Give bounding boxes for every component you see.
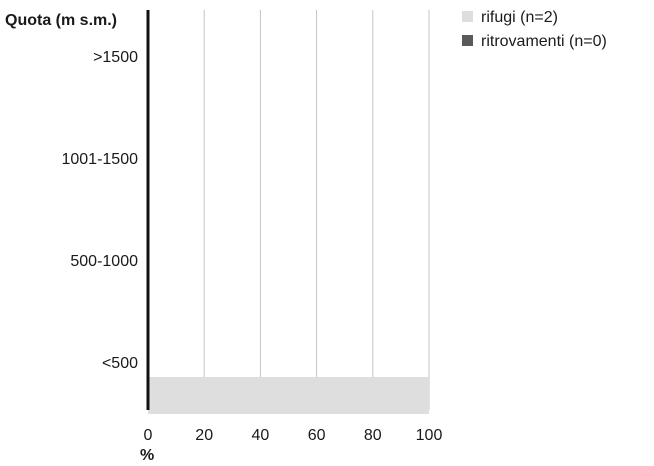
x-tick-labels: 0 20 40 60 80 100: [144, 427, 443, 444]
bar: [148, 377, 429, 414]
x-axis-title: %: [140, 447, 154, 464]
x-tick-label: 60: [308, 427, 326, 444]
legend-label: rifugi (n=2): [481, 9, 558, 26]
grid: [203, 10, 430, 410]
x-tick-label: 0: [144, 427, 153, 444]
x-tick-label: 40: [252, 427, 270, 444]
x-tick-label: 20: [195, 427, 213, 444]
bars: [148, 377, 429, 414]
legend-label: ritrovamenti (n=0): [481, 33, 607, 50]
legend-swatch: [462, 11, 473, 22]
legend: rifugi (n=2) ritrovamenti (n=0): [462, 9, 607, 50]
y-tick-labels: >1500 1001-1500 500-1000 <500: [61, 49, 138, 372]
y-tick-label: 500-1000: [70, 253, 138, 270]
y-axis-title: Quota (m s.m.): [5, 12, 117, 29]
x-tick-label: 80: [364, 427, 382, 444]
legend-swatch: [462, 35, 473, 46]
y-tick-label: 1001-1500: [61, 151, 138, 168]
y-tick-label: <500: [102, 355, 138, 372]
y-tick-label: >1500: [93, 49, 138, 66]
x-tick-label: 100: [416, 427, 443, 444]
